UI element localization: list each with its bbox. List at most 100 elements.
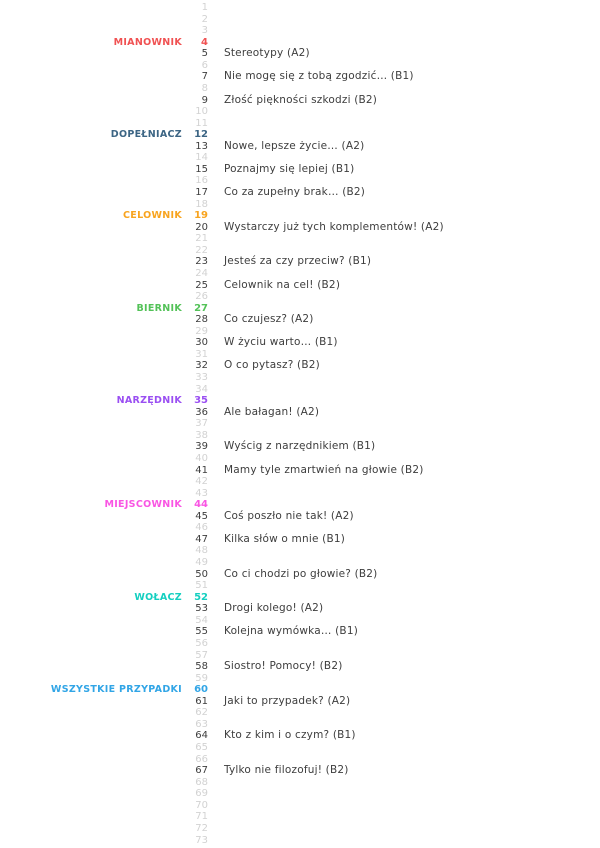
page-number: 48 xyxy=(195,545,208,557)
toc-row: 41 Mamy tyle zmartwień na głowie (B2) xyxy=(0,464,600,477)
toc-row: 5 Stereotypy (A2) xyxy=(0,48,600,60)
page-number: 4 xyxy=(201,36,208,48)
toc-row: 18 xyxy=(0,199,600,211)
lesson-title: Złość piękności szkodzi (B2) xyxy=(224,93,378,106)
toc-row: 73 xyxy=(0,835,600,847)
lesson-title: Nowe, lepsze życie… (A2) xyxy=(224,139,365,152)
page-number: 8 xyxy=(201,82,208,94)
page-number: 69 xyxy=(195,788,208,800)
page-number: 52 xyxy=(194,591,208,603)
page-number: 62 xyxy=(195,707,208,719)
page-number: 10 xyxy=(195,106,208,118)
page-number: 3 xyxy=(201,25,208,37)
page-number: 67 xyxy=(195,765,208,777)
page-number: 60 xyxy=(194,684,208,696)
page-number: 31 xyxy=(195,348,208,360)
lesson-title: Stereotypy (A2) xyxy=(224,47,310,60)
page-number: 43 xyxy=(195,487,208,499)
toc-row: 69 xyxy=(0,788,600,800)
page-number: 5 xyxy=(201,48,208,60)
lesson-title: Co ci chodzi po głowie? (B2) xyxy=(224,567,378,580)
page-number: 14 xyxy=(195,152,208,164)
page-number: 7 xyxy=(201,71,208,83)
page-number: 22 xyxy=(195,244,208,256)
lesson-title: Coś poszło nie tak! (A2) xyxy=(224,509,354,522)
lesson-title: Wystarczy już tych komplementów! (A2) xyxy=(224,220,444,233)
toc-row: 63 xyxy=(0,719,600,731)
toc-row: 47 Kilka słów o mnie (B1) xyxy=(0,533,600,546)
page-number: 25 xyxy=(195,279,208,291)
page-number: 70 xyxy=(195,799,208,811)
page-number: 73 xyxy=(195,834,208,846)
section-label: WSZYSTKIE PRZYPADKI xyxy=(50,684,182,696)
toc-row: 10 xyxy=(0,106,600,118)
page-number: 34 xyxy=(195,383,208,395)
page-number: 1 xyxy=(201,2,208,13)
page-number: 44 xyxy=(194,499,208,511)
toc-row: 62 xyxy=(0,707,600,719)
lesson-title: Poznajmy się lepiej (B1) xyxy=(224,162,355,175)
lesson-title: Kolejna wymówka… (B1) xyxy=(224,625,358,638)
page-number: 47 xyxy=(195,533,208,545)
page-number: 19 xyxy=(194,210,208,222)
section-label: NARZĘDNIK xyxy=(116,395,182,407)
toc-row: DOPEŁNIACZ 12 xyxy=(0,129,600,141)
toc-row: 26 xyxy=(0,291,600,303)
toc-row: 8 xyxy=(0,83,600,95)
page-number: 18 xyxy=(195,198,208,210)
page-number: 13 xyxy=(195,140,208,152)
section-label: MIANOWNIK xyxy=(113,36,182,48)
lesson-title: Wyścig z narzędnikiem (B1) xyxy=(224,440,376,453)
lesson-title: Kto z kim i o czym? (B1) xyxy=(224,729,356,742)
toc-row: 32 O co pytasz? (B2) xyxy=(0,360,600,372)
lesson-title: Co czujesz? (A2) xyxy=(224,313,314,326)
toc-row: 3 xyxy=(0,25,600,37)
page-number: 29 xyxy=(195,325,208,337)
toc-row: 64 Kto z kim i o czym? (B1) xyxy=(0,730,600,742)
toc-row: 66 xyxy=(0,754,600,766)
toc-row: 20 Wystarczy już tych komplementów! (A2) xyxy=(0,220,600,234)
toc-row: 21 xyxy=(0,233,600,245)
page-number: 21 xyxy=(195,233,208,245)
page-number: 11 xyxy=(195,117,208,129)
lesson-title: Siostro! Pomocy! (B2) xyxy=(224,660,343,673)
toc-row: 13 Nowe, lepsze życie… (A2) xyxy=(0,139,600,153)
toc-row: 7 Nie mogę się z tobą zgodzić… (B1) xyxy=(0,71,600,83)
toc-row: 1 xyxy=(0,2,600,14)
page-number: 37 xyxy=(195,418,208,430)
lesson-title: Ale bałagan! (A2) xyxy=(224,405,320,418)
page-number: 39 xyxy=(195,441,208,453)
page-number: 49 xyxy=(195,557,208,568)
toc-row: 71 xyxy=(0,811,600,823)
page-number: 61 xyxy=(195,695,208,707)
toc-row: 2 xyxy=(0,14,600,26)
toc-row: 15 Poznajmy się lepiej (B1) xyxy=(0,162,600,176)
toc-row: 58 Siostro! Pomocy! (B2) xyxy=(0,660,600,673)
toc-row: 36 Ale bałagan! (A2) xyxy=(0,405,600,419)
page-number: 9 xyxy=(201,94,208,106)
toc-row: 29 xyxy=(0,326,600,338)
page-number: 53 xyxy=(195,603,208,615)
toc-row: 37 xyxy=(0,418,600,430)
toc-row: 43 xyxy=(0,488,600,500)
toc-row: 9 Złość piękności szkodzi (B2) xyxy=(0,93,600,107)
page-number: 15 xyxy=(195,163,208,175)
toc-row: 50 Co ci chodzi po głowie? (B2) xyxy=(0,567,600,581)
toc-row: 11 xyxy=(0,118,600,130)
page-number: 42 xyxy=(195,476,208,488)
toc-row: 42 xyxy=(0,476,600,488)
page-number: 50 xyxy=(195,568,208,580)
page-number: 20 xyxy=(195,221,208,233)
page-number: 63 xyxy=(195,718,208,730)
lesson-title: Tylko nie filozofuj! (B2) xyxy=(224,764,349,777)
page-number: 51 xyxy=(195,580,208,592)
page-number: 66 xyxy=(195,753,208,765)
page-number: 41 xyxy=(195,464,208,476)
toc-row: 65 xyxy=(0,742,600,754)
page-number: 6 xyxy=(201,59,208,71)
toc-row: 17 Co za zupełny brak… (B2) xyxy=(0,186,600,199)
page-number: 30 xyxy=(195,337,208,349)
toc-row: 59 xyxy=(0,673,600,685)
page-number: 65 xyxy=(195,742,208,753)
